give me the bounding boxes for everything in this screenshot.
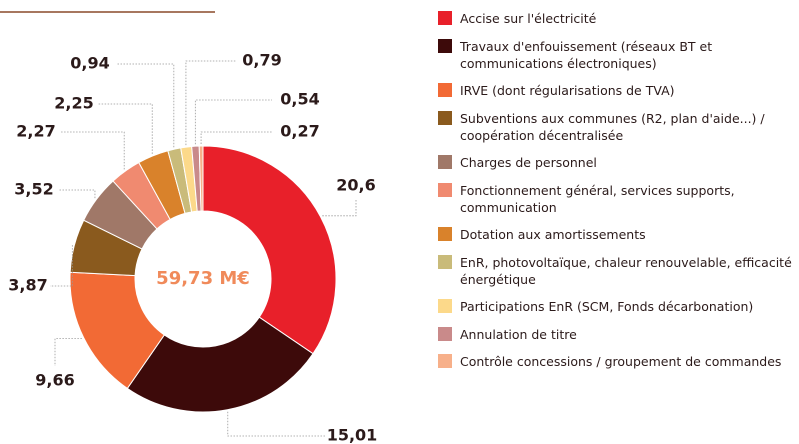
legend-item: Accise sur l'électricité — [438, 10, 799, 27]
leader-line — [185, 60, 236, 146]
chart: 59,73 M€ 20,6 15,01 9,66 3,87 3,52 2,27 2,25 0,… — [0, 11, 378, 444]
legend-swatch — [438, 299, 452, 313]
leader-line — [322, 200, 357, 217]
legend-label: Accise sur l'électricité — [460, 11, 597, 26]
legend-item: IRVE (dont régularisations de TVA) — [438, 82, 799, 99]
value-label: 3,52 — [14, 180, 53, 199]
legend-label: Contrôle concessions / groupement de com… — [460, 354, 782, 369]
leader-line — [98, 103, 153, 154]
legend-swatch — [438, 227, 452, 241]
legend-label: EnR, photovoltaïque, chaleur renouvelabl… — [460, 254, 792, 287]
legend-label: Fonctionnement général, services support… — [460, 182, 735, 215]
leader-line — [227, 411, 325, 437]
leader-line — [58, 189, 96, 199]
legend-swatch — [438, 182, 452, 197]
center-label: 59,73 M€ — [156, 268, 250, 289]
legend-item: Dotation aux amortissements — [438, 226, 799, 243]
value-label: 3,87 — [8, 276, 47, 295]
legend-item: EnR, photovoltaïque, chaleur renouvelabl… — [438, 254, 799, 288]
value-label: 2,25 — [54, 94, 93, 113]
legend-item: Travaux d'enfouissement (réseaux BT et c… — [438, 38, 799, 72]
legend-swatch — [438, 11, 452, 25]
value-label: 2,27 — [16, 122, 55, 141]
donut-slice — [202, 145, 337, 355]
leader-line — [200, 131, 272, 145]
legend-item: Annulation de titre — [438, 326, 799, 343]
value-label: 0,79 — [242, 51, 281, 70]
value-label: 0,94 — [70, 54, 109, 73]
legend-label: IRVE (dont régularisations de TVA) — [460, 83, 675, 98]
leader-line — [60, 131, 125, 170]
legend-item: Participations EnR (SCM, Fonds décarbona… — [438, 298, 799, 315]
legend-swatch — [438, 38, 452, 53]
legend-item: Subventions aux communes (R2, plan d'aid… — [438, 110, 799, 144]
leader-line — [194, 99, 272, 145]
legend-label: Charges de personnel — [460, 155, 597, 170]
legend-label: Dotation aux amortissements — [460, 227, 646, 242]
legend-label: Participations EnR (SCM, Fonds décarbona… — [460, 299, 754, 314]
legend-swatch — [438, 155, 452, 169]
legend-label: Annulation de titre — [460, 326, 577, 342]
leader-line — [116, 63, 175, 148]
legend-label: Subventions aux communes (R2, plan d'aid… — [460, 110, 765, 143]
value-label: 20,6 — [336, 176, 375, 195]
legend-swatch — [438, 326, 452, 341]
donut-slice — [126, 316, 314, 413]
leader-line — [54, 338, 82, 366]
legend: Accise sur l'électricité Travaux d'enfoui… — [438, 10, 799, 370]
legend-swatch — [438, 254, 452, 269]
legend-label: Travaux d'enfouissement (réseaux BT et c… — [460, 38, 713, 71]
legend-swatch — [438, 354, 452, 368]
legend-item: Contrôle concessions / groupement de com… — [438, 353, 799, 370]
value-label: 9,66 — [35, 371, 74, 390]
value-label: 0,54 — [280, 90, 319, 109]
value-label: 0,27 — [280, 122, 319, 141]
donut-slice — [198, 145, 204, 212]
value-label: 15,01 — [327, 426, 378, 444]
legend-swatch — [438, 110, 452, 125]
legend-item: Charges de personnel — [438, 154, 799, 171]
legend-item: Fonctionnement général, services support… — [438, 182, 799, 216]
legend-swatch — [438, 83, 452, 97]
leader-line — [50, 245, 73, 287]
